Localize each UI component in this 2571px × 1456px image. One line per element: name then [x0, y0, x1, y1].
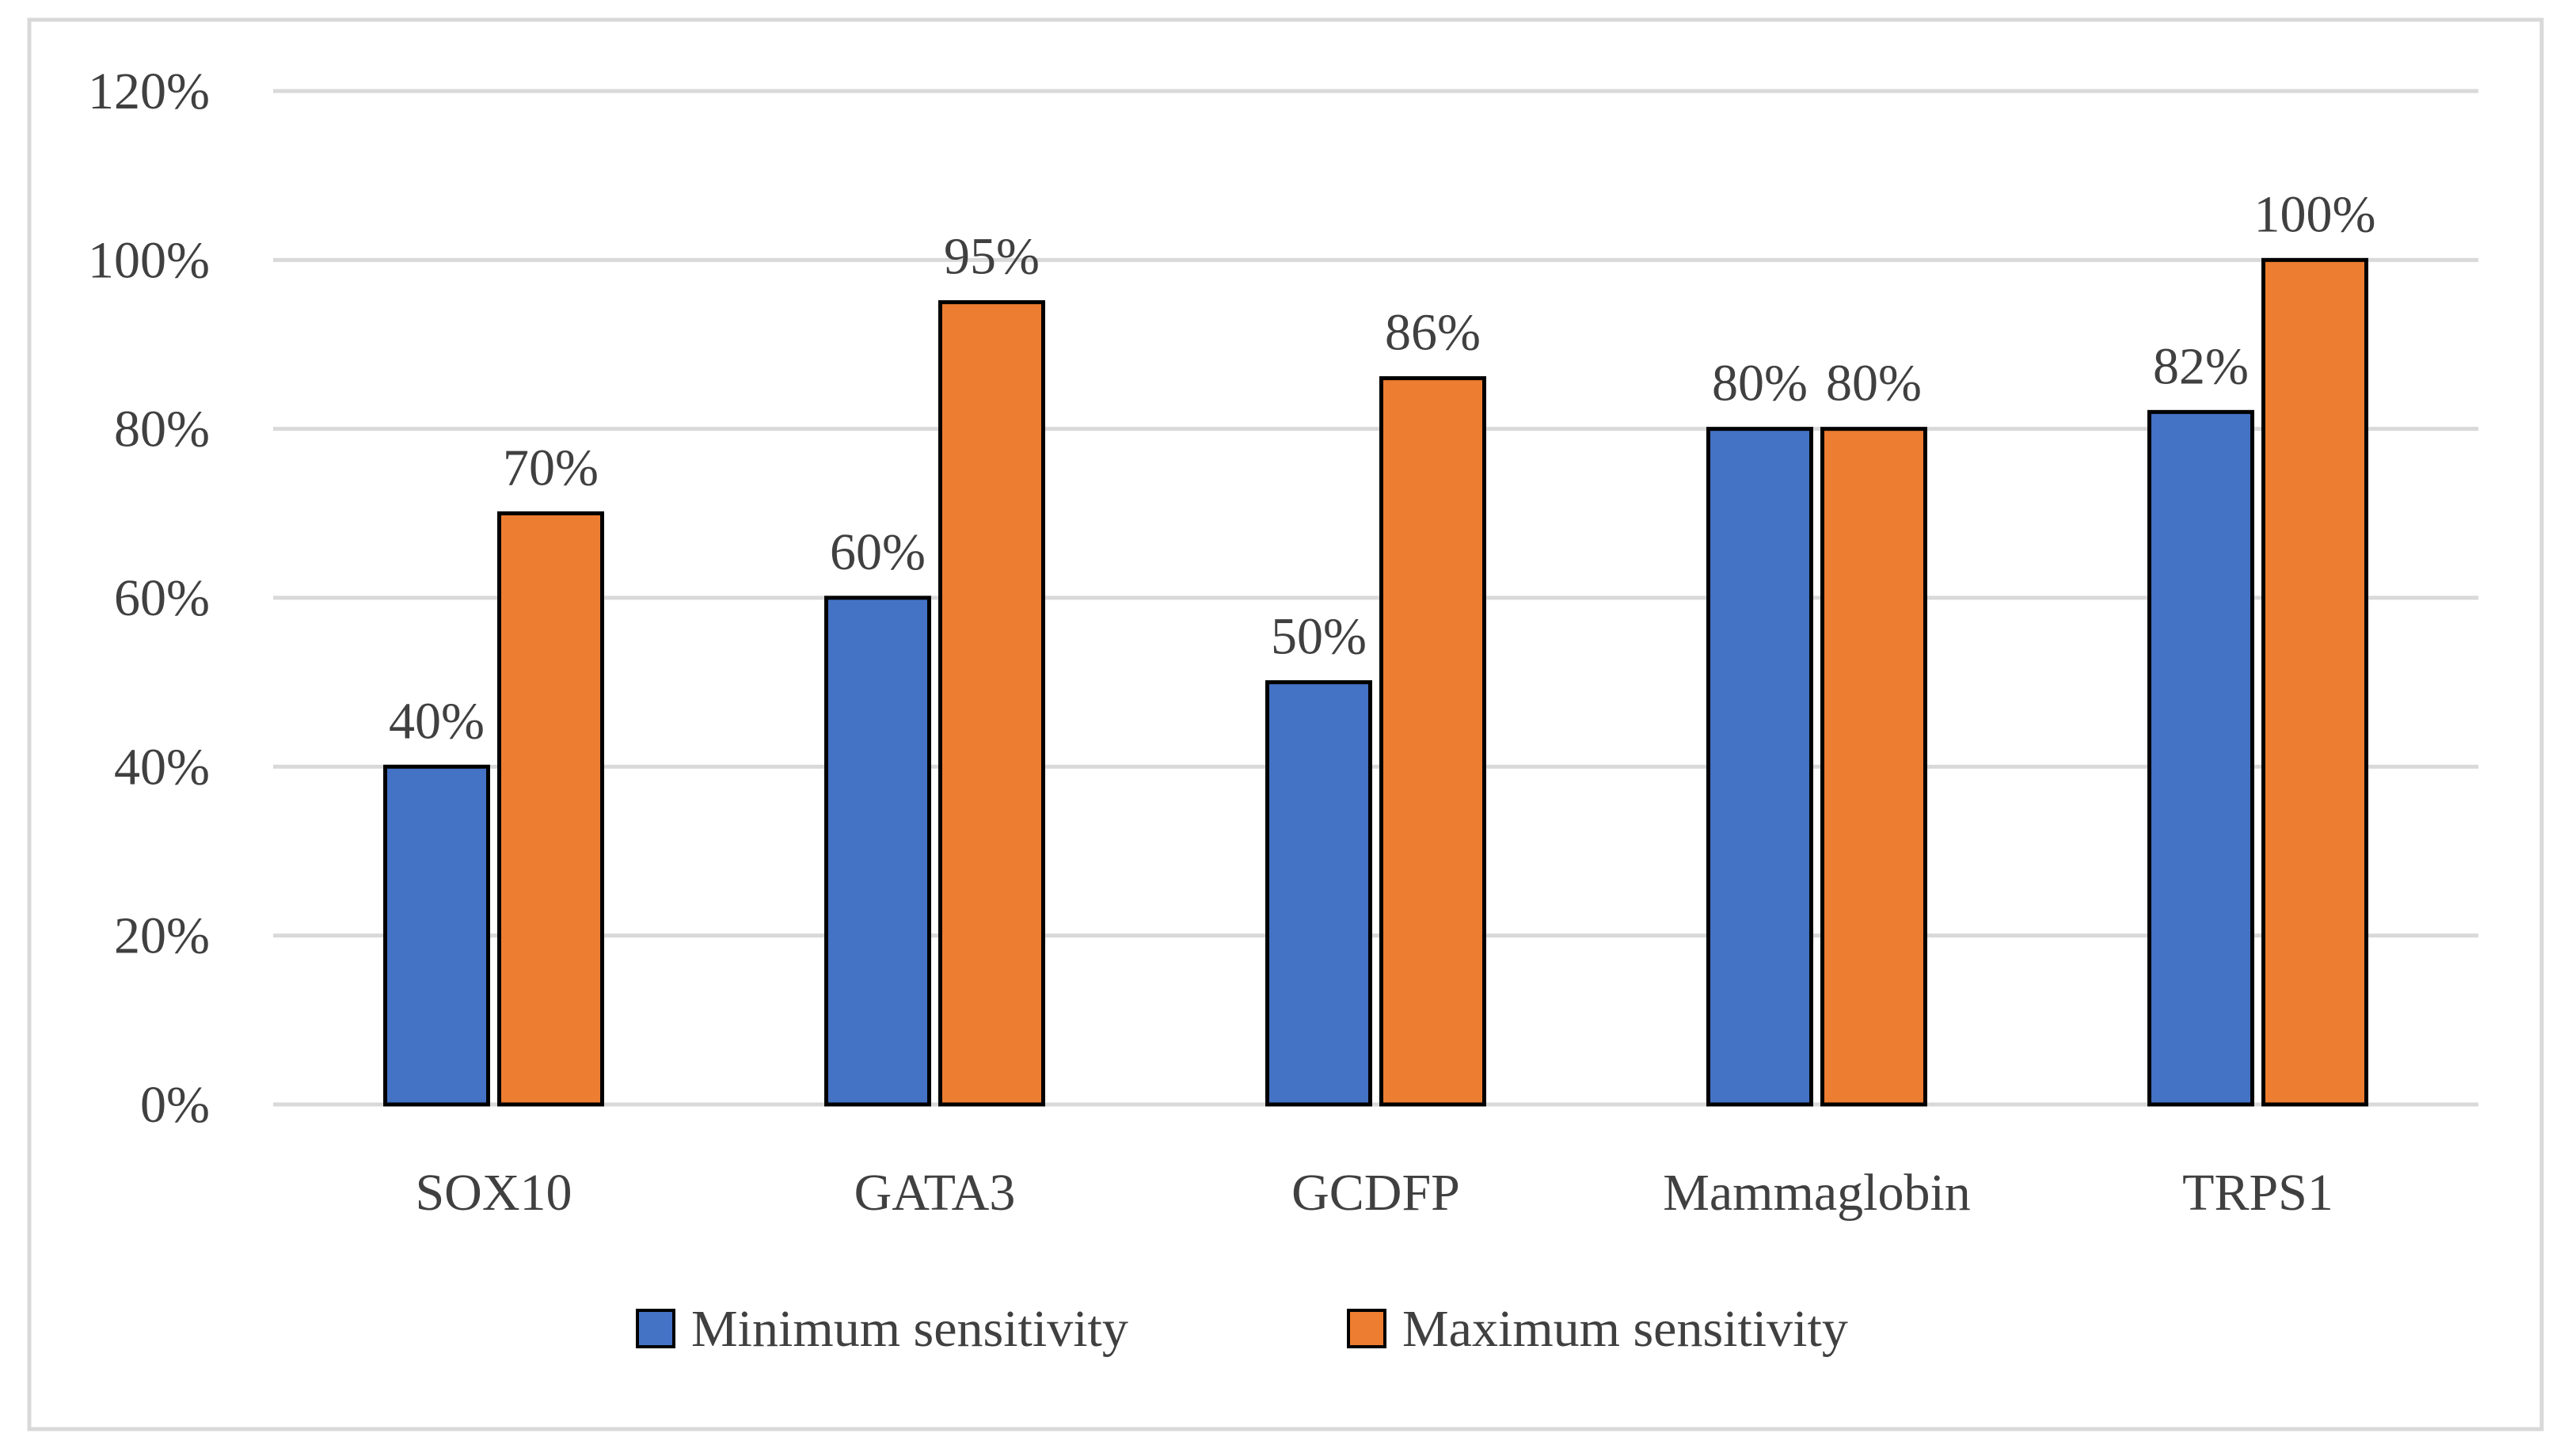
- y-tick-label: 80%: [114, 401, 210, 458]
- data-label: 50%: [1271, 608, 1367, 666]
- bars: [383, 257, 2368, 1107]
- x-tick-label: SOX10: [415, 1164, 572, 1222]
- data-label: 60%: [830, 523, 926, 581]
- y-tick-label: 100%: [88, 231, 210, 289]
- legend-swatch-maximum: [1347, 1309, 1386, 1348]
- bar-minimum-trps1: [2147, 409, 2254, 1107]
- bar-minimum-sox10: [383, 764, 490, 1107]
- bar-maximum-sox10: [497, 511, 604, 1107]
- x-tick-label: GATA3: [854, 1164, 1016, 1222]
- x-tick-label: GCDFP: [1291, 1164, 1460, 1222]
- data-label: 100%: [2254, 185, 2376, 243]
- x-tick-label: TRPS1: [2182, 1164, 2333, 1222]
- legend-label: Maximum sensitivity: [1402, 1300, 1848, 1358]
- y-tick-label: 40%: [114, 738, 210, 796]
- data-label: 80%: [1712, 355, 1808, 412]
- bar-maximum-gcdfp: [1379, 376, 1486, 1107]
- data-label: 82%: [2153, 337, 2249, 395]
- y-axis-tick-labels: 0% 20% 40% 60% 80% 100% 120%: [88, 63, 210, 1134]
- legend-label: Minimum sensitivity: [691, 1300, 1128, 1358]
- y-tick-label: 60%: [114, 569, 210, 627]
- bar-maximum-mammaglobin: [1820, 427, 1927, 1107]
- data-label: 40%: [389, 692, 485, 750]
- gridlines: [273, 89, 2478, 1107]
- data-label: 80%: [1826, 355, 1922, 412]
- bar-minimum-mammaglobin: [1706, 427, 1813, 1107]
- bar-maximum-gata3: [938, 300, 1045, 1107]
- x-axis-tick-labels: SOX10 GATA3 GCDFP Mammaglobin TRPS1: [415, 1164, 2333, 1222]
- y-tick-label: 20%: [114, 907, 210, 965]
- data-labels: 40% 70% 60% 95% 50% 86% 80% 80% 82% 100%: [389, 185, 2375, 750]
- bar-minimum-gata3: [824, 595, 931, 1107]
- x-tick-label: Mammaglobin: [1663, 1164, 1971, 1222]
- legend-swatch-minimum: [636, 1309, 675, 1348]
- y-tick-label: 120%: [88, 63, 210, 120]
- legend: Minimum sensitivity Maximum sensitivity: [636, 1300, 1848, 1358]
- data-label: 95%: [944, 228, 1040, 286]
- bar-minimum-gcdfp: [1265, 680, 1372, 1107]
- data-label: 86%: [1385, 304, 1481, 362]
- y-tick-label: 0%: [140, 1076, 210, 1134]
- bar-maximum-trps1: [2261, 257, 2368, 1107]
- data-label: 70%: [503, 439, 599, 496]
